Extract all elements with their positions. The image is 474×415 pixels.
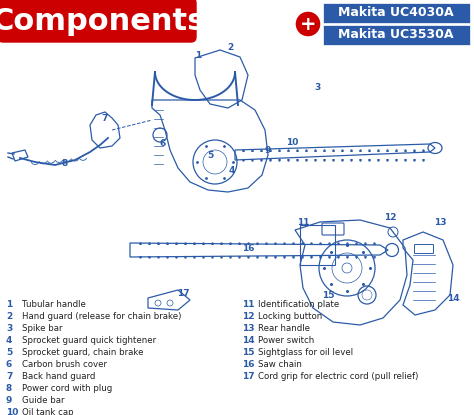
Text: Makita UC3530A: Makita UC3530A [338,29,454,42]
Text: 9: 9 [6,396,12,405]
Text: Sprocket guard, chain brake: Sprocket guard, chain brake [22,348,144,357]
Text: Sprocket guard quick tightener: Sprocket guard quick tightener [22,336,156,345]
Text: 7: 7 [6,372,12,381]
Text: Hand guard (release for chain brake): Hand guard (release for chain brake) [22,312,182,321]
Text: 3: 3 [6,324,12,333]
Text: Tubular handle: Tubular handle [22,300,86,309]
Text: 10: 10 [6,408,18,415]
Text: 1: 1 [195,51,201,59]
Text: 8: 8 [6,384,12,393]
Text: 17: 17 [242,372,255,381]
Text: 5: 5 [6,348,12,357]
Text: 12: 12 [384,212,396,222]
Text: 16: 16 [242,360,255,369]
Text: Locking button: Locking button [258,312,322,321]
Text: 4: 4 [6,336,12,345]
Text: 2: 2 [6,312,12,321]
Text: Cord grip for electric cord (pull relief): Cord grip for electric cord (pull relief… [258,372,419,381]
Text: 7: 7 [102,113,108,122]
Text: 14: 14 [242,336,255,345]
Text: 15: 15 [322,290,334,300]
Text: 4: 4 [229,166,235,174]
Text: 6: 6 [160,139,166,147]
Text: Sightglass for oil level: Sightglass for oil level [258,348,353,357]
Text: Identification plate: Identification plate [258,300,339,309]
Text: 11: 11 [297,217,309,227]
Text: Rear handle: Rear handle [258,324,310,333]
Text: 12: 12 [242,312,255,321]
Text: 2: 2 [227,44,233,53]
Text: 13: 13 [434,217,446,227]
Text: Makita UC4030A: Makita UC4030A [338,7,454,20]
Text: Saw chain: Saw chain [258,360,302,369]
Text: +: + [300,15,316,34]
Text: Oil tank cap: Oil tank cap [22,408,73,415]
Text: 15: 15 [242,348,255,357]
Text: 5: 5 [207,151,213,159]
Text: Spike bar: Spike bar [22,324,63,333]
Text: 17: 17 [177,288,189,298]
Text: 8: 8 [62,159,68,168]
Text: Power switch: Power switch [258,336,314,345]
Text: Guide bar: Guide bar [22,396,64,405]
Text: 10: 10 [286,137,298,146]
Text: 3: 3 [315,83,321,93]
Text: 1: 1 [6,300,12,309]
Text: 13: 13 [242,324,255,333]
Text: Carbon brush cover: Carbon brush cover [22,360,107,369]
FancyBboxPatch shape [0,0,196,42]
Text: 11: 11 [242,300,255,309]
Text: 14: 14 [447,293,459,303]
FancyBboxPatch shape [323,25,470,45]
Text: Power cord with plug: Power cord with plug [22,384,112,393]
Text: 16: 16 [242,244,254,252]
Text: Back hand guard: Back hand guard [22,372,95,381]
Text: 6: 6 [6,360,12,369]
Text: 9: 9 [265,146,271,154]
Text: Components: Components [0,7,206,37]
Circle shape [295,11,321,37]
FancyBboxPatch shape [323,3,470,23]
